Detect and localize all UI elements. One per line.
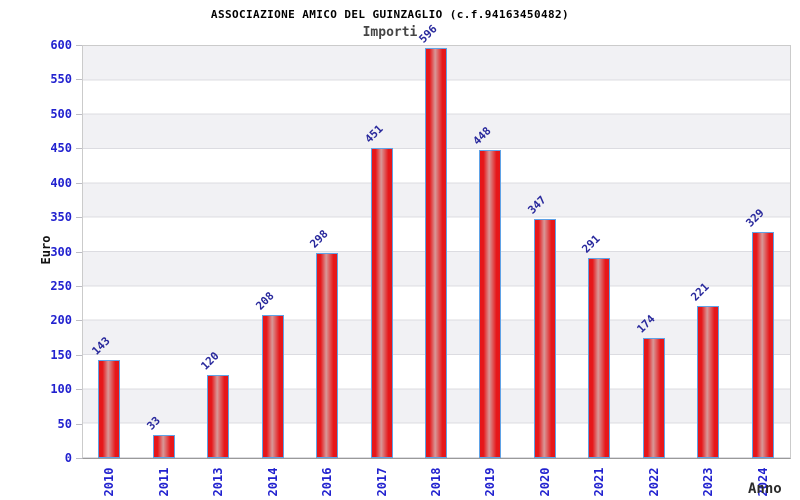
bar-2011 [153,435,175,458]
y-tick-label: 100 [50,382,72,396]
bar-2016 [316,253,338,458]
y-tick-label: 0 [64,451,72,465]
x-tick-label: 2020 [538,467,552,497]
y-tick-label: 300 [50,245,72,259]
bar-2021 [588,258,610,458]
y-tick-mark [76,355,82,356]
y-tick-mark [76,183,82,184]
chart-subtitle: Importi [362,25,418,40]
x-tick-label: 2018 [429,467,443,497]
x-tick-label: 2019 [483,467,497,497]
y-tick-mark [76,389,82,390]
y-tick-mark [76,79,82,80]
y-tick-label: 500 [50,107,72,121]
x-tick-label: 2016 [320,467,334,497]
x-tick-label: 2022 [647,467,661,497]
y-tick-mark [76,320,82,321]
y-tick-mark [76,458,82,459]
x-axis-title: Anno [748,481,782,497]
x-tick-label: 2014 [266,467,280,497]
x-tick-label: 2023 [701,467,715,497]
bar-2024 [752,232,774,458]
x-tick-label: 2011 [157,467,171,497]
bar-2018 [425,48,447,458]
x-tick-label: 2017 [375,467,389,497]
y-tick-label: 50 [57,417,72,431]
y-tick-label: 400 [50,176,72,190]
y-tick-mark [76,45,82,46]
y-tick-label: 250 [50,279,72,293]
bar-2022 [643,338,665,458]
bar-2023 [697,306,719,458]
y-tick-label: 600 [50,38,72,52]
bar-2019 [479,150,501,458]
y-tick-mark [76,217,82,218]
x-tick-label: 2010 [102,467,116,497]
chart-title: ASSOCIAZIONE AMICO DEL GUINZAGLIO (c.f.9… [210,8,570,21]
bar-2013 [207,375,229,458]
y-tick-mark [76,114,82,115]
bar-2020 [534,219,556,458]
y-tick-label: 450 [50,141,72,155]
y-tick-label: 150 [50,348,72,362]
y-tick-label: 550 [50,72,72,86]
y-axis-title: Euro [39,235,53,265]
bar-2017 [371,148,393,458]
y-tick-mark [76,286,82,287]
x-tick-label: 2021 [592,467,606,497]
bar-2010 [98,360,120,458]
bar-2014 [262,315,284,458]
y-tick-mark [76,252,82,253]
y-tick-label: 350 [50,210,72,224]
y-tick-label: 200 [50,313,72,327]
y-tick-mark [76,424,82,425]
x-tick-label: 2013 [211,467,225,497]
y-tick-mark [76,148,82,149]
